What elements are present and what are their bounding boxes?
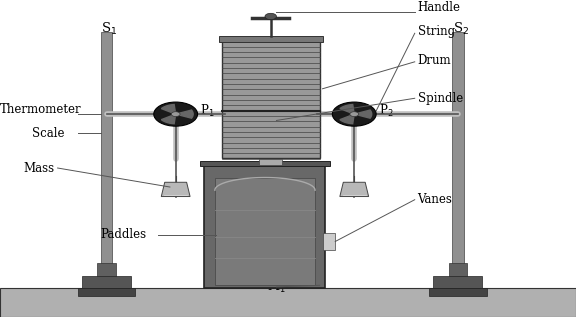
Text: Handle: Handle <box>418 1 461 15</box>
Polygon shape <box>161 182 190 197</box>
Bar <box>434 276 483 288</box>
Circle shape <box>265 13 276 20</box>
Polygon shape <box>340 182 369 197</box>
Text: Mass: Mass <box>23 161 54 175</box>
Polygon shape <box>176 110 193 118</box>
Polygon shape <box>161 114 176 124</box>
Text: P$_2$: P$_2$ <box>379 103 393 119</box>
Circle shape <box>154 102 198 126</box>
Text: Spindle: Spindle <box>418 92 463 105</box>
Circle shape <box>171 112 180 117</box>
Text: Thermometer: Thermometer <box>0 103 82 116</box>
Text: Vanes: Vanes <box>418 193 453 206</box>
Text: Scale: Scale <box>32 126 64 140</box>
Bar <box>0 288 576 317</box>
Text: M$_1$: M$_1$ <box>267 279 286 295</box>
Bar <box>452 32 464 288</box>
Bar <box>219 36 323 42</box>
Bar <box>215 178 315 285</box>
Bar <box>222 41 320 158</box>
Bar <box>259 158 282 165</box>
Circle shape <box>332 102 376 126</box>
Bar <box>449 263 467 277</box>
Circle shape <box>350 112 359 117</box>
Text: String: String <box>418 25 454 38</box>
Bar <box>204 165 325 288</box>
Polygon shape <box>354 110 372 118</box>
Polygon shape <box>161 105 176 114</box>
Bar <box>82 276 131 288</box>
Bar <box>200 161 330 166</box>
Text: S$_2$: S$_2$ <box>453 21 469 36</box>
Polygon shape <box>340 114 354 124</box>
Bar <box>101 32 112 288</box>
Text: S$_1$: S$_1$ <box>101 21 118 36</box>
Bar <box>429 288 487 296</box>
Polygon shape <box>340 105 354 114</box>
Text: Drum: Drum <box>418 54 451 67</box>
Bar <box>78 288 135 296</box>
Text: P$_1$: P$_1$ <box>200 103 215 119</box>
Bar <box>323 233 335 250</box>
Bar <box>97 263 116 277</box>
Text: Paddles: Paddles <box>101 228 147 241</box>
